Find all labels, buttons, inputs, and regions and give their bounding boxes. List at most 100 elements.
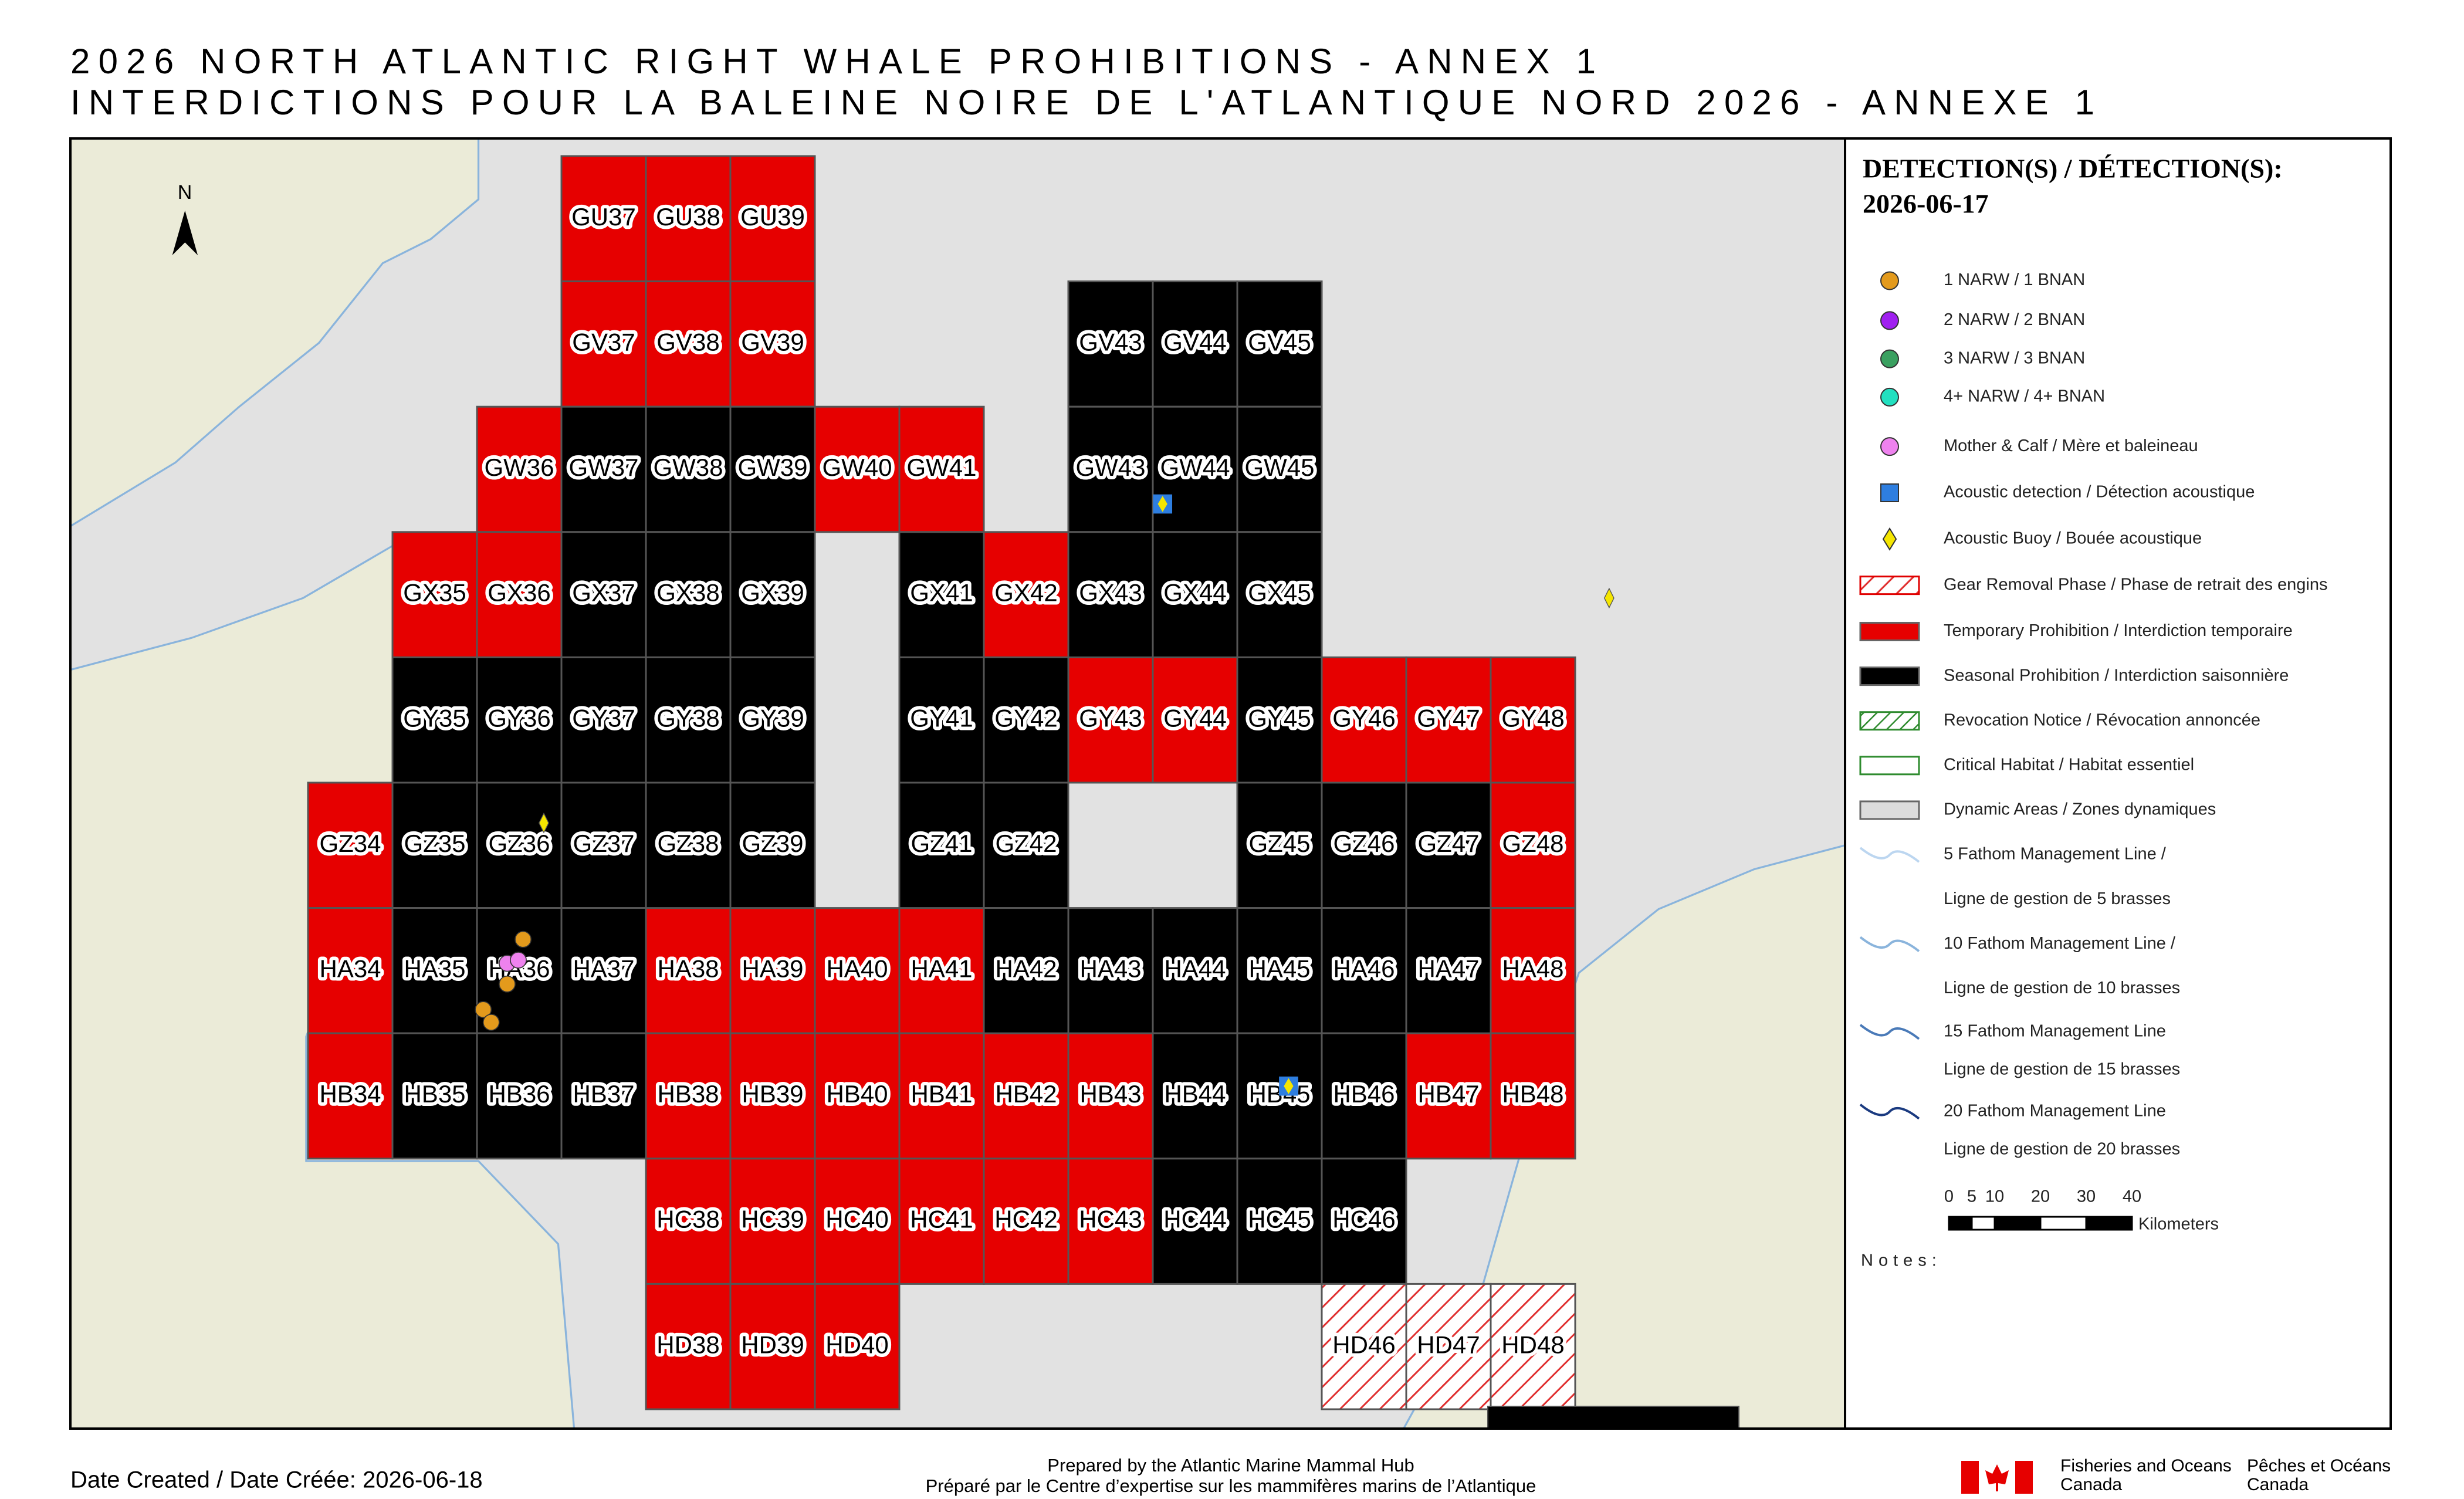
cell-label: GY36 [488, 704, 550, 732]
grid-cell [729, 405, 816, 533]
cell-label: GW40 [822, 454, 892, 481]
cell-label: HA47 [1417, 955, 1479, 982]
cell-label: GX37 [572, 579, 635, 607]
grid-cell [1405, 1032, 1492, 1160]
cell-label: GZ37 [573, 830, 634, 857]
legend-symbol [1859, 756, 1920, 776]
north-arrow [172, 210, 198, 255]
mother-calf [510, 952, 527, 969]
cell-label: HA35 [404, 955, 465, 982]
legend-label: Gear Removal Phase / Phase de retrait de… [1944, 575, 2327, 594]
grid-cell [983, 907, 1069, 1034]
buoy [1284, 1078, 1294, 1094]
legend-symbol [1882, 527, 1897, 551]
grid-cell [898, 781, 985, 909]
cell-label: GV44 [1163, 328, 1226, 356]
cell-label: HA39 [742, 955, 803, 982]
legend-symbol [1880, 311, 1899, 330]
grid-cell [814, 405, 901, 533]
title-line2: INTERDICTIONS POUR LA BALEINE NOIRE DE L… [70, 83, 2094, 122]
legend-label: Critical Habitat / Habitat essentiel [1944, 755, 2194, 774]
grid-cell [1152, 656, 1238, 784]
legend-label: Mother & Calf / Mère et baleineau [1944, 436, 2198, 455]
cell-label: GV38 [656, 328, 719, 356]
cell-label: HB46 [1333, 1080, 1395, 1108]
cell-label: GY46 [1332, 704, 1395, 732]
cell-label: GW41 [906, 454, 976, 481]
grid-cell [1405, 907, 1492, 1034]
grid-cell [1236, 781, 1323, 909]
grid-cell [645, 781, 732, 909]
cell-label: HC42 [994, 1206, 1057, 1233]
cell-label: GW45 [1244, 454, 1314, 481]
cell-label: GY43 [1079, 704, 1142, 732]
cell-label: GX35 [403, 579, 466, 607]
legend-label: Ligne de gestion de 20 brasses [1944, 1140, 2180, 1159]
cell-label: GV39 [741, 328, 804, 356]
cell-label: HA48 [1502, 955, 1563, 982]
grid-cell [729, 1032, 816, 1160]
grid-cell [814, 907, 901, 1034]
scale-unit: Kilometers [2138, 1215, 2219, 1234]
grid-cell [1321, 1032, 1407, 1160]
legend-label: 10 Fathom Management Line / [1944, 934, 2176, 953]
dfo-fr: Canada [2247, 1475, 2309, 1494]
grid-cell [560, 280, 647, 408]
legend-symbol [1880, 387, 1899, 407]
cell-label: GW44 [1160, 454, 1230, 481]
dfo-fr: Pêches et Océans [2247, 1456, 2391, 1476]
legend-label: Dynamic Areas / Zones dynamiques [1944, 800, 2216, 819]
grid-cell [476, 531, 563, 658]
legend-label: Seasonal Prohibition / Interdiction sais… [1944, 666, 2289, 685]
cell-label: HD48 [1501, 1331, 1564, 1358]
cell-label: GZ38 [657, 830, 719, 857]
legend-label: Acoustic detection / Détection acoustiqu… [1944, 483, 2255, 502]
scale-tick-label: 0 [1944, 1187, 1954, 1206]
legend-symbol [1880, 271, 1899, 290]
cell-label: HB41 [911, 1080, 972, 1108]
cell-label: HC38 [656, 1206, 719, 1233]
cell-label: GY41 [910, 704, 973, 732]
grid-cell [729, 656, 816, 784]
grid-cell [1152, 1158, 1238, 1285]
grid-cell [476, 405, 563, 533]
grid-cell [898, 907, 985, 1034]
grid-cell [898, 656, 985, 784]
grid-cell [1067, 405, 1154, 533]
scale-tick-label: 20 [2031, 1187, 2050, 1206]
grid-cell [307, 1032, 394, 1160]
cell-label: HB44 [1164, 1080, 1226, 1108]
cell-label: HD46 [1332, 1331, 1395, 1358]
land-north [70, 138, 480, 527]
grid-cell [645, 656, 732, 784]
detection [475, 1001, 492, 1018]
cell-label: GZ34 [319, 830, 381, 857]
grid-cell [1152, 531, 1238, 658]
cell-label: GZ47 [1417, 830, 1479, 857]
cell-label: HB39 [742, 1080, 803, 1108]
grid-cell [1321, 1158, 1407, 1285]
grid-cell [898, 405, 985, 533]
cell-label: HA37 [573, 955, 634, 982]
title-line1: 2026 NORTH ATLANTIC RIGHT WHALE PROHIBIT… [70, 42, 1596, 81]
cell-label: GW38 [653, 454, 723, 481]
cell-label: HB42 [995, 1080, 1057, 1108]
buoy [539, 812, 549, 834]
grid-cell [729, 155, 816, 283]
cell-label: HB36 [488, 1080, 550, 1108]
grid-cell [1321, 1283, 1407, 1410]
grid-cell [729, 1158, 816, 1285]
cell-label: HC45 [1248, 1206, 1311, 1233]
cell-label: GZ41 [911, 830, 972, 857]
cell-label: GW36 [484, 454, 554, 481]
cell-label: HB40 [826, 1080, 888, 1108]
grid-cell [1490, 656, 1576, 784]
cell-label: GZ39 [742, 830, 803, 857]
legend-symbol [1859, 1104, 1920, 1120]
cell-label: GZ46 [1333, 830, 1395, 857]
legend-date: 2026-06-17 [1863, 189, 1989, 219]
dfo-en: Canada [2060, 1475, 2122, 1494]
grid-cell [1236, 1158, 1323, 1285]
detection [499, 975, 516, 993]
